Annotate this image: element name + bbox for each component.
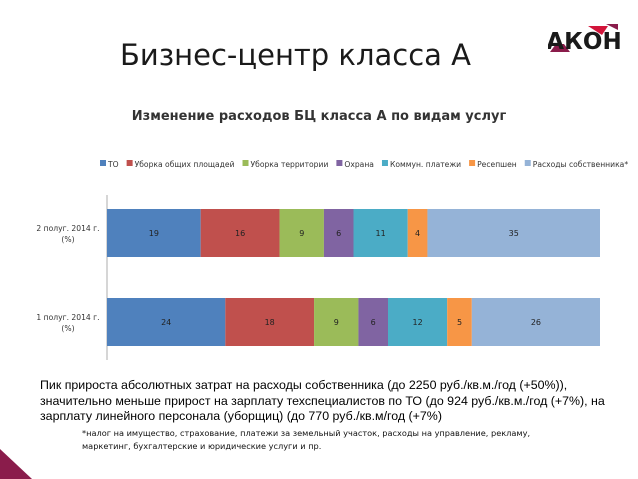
legend-swatch-0	[100, 160, 106, 166]
legend-swatch-5	[469, 160, 476, 166]
data-label-1-3: 6	[371, 318, 376, 327]
data-label-0-0: 19	[149, 229, 159, 238]
data-label-1-4: 12	[412, 318, 422, 327]
legend-label-1: Уборка общих площадей	[135, 160, 235, 169]
data-label-0-6: 35	[509, 229, 519, 238]
legend-swatch-3	[336, 160, 343, 166]
chart-title: Изменение расходов БЦ класса А по видам …	[131, 109, 507, 124]
bar-segment-1-6	[471, 298, 600, 346]
legend-label-2: Уборка территории	[251, 160, 329, 169]
bar-segment-0-0	[107, 209, 201, 257]
bar-segment-0-5	[407, 209, 428, 257]
bar-segment-0-6	[427, 209, 600, 257]
legend-label-6: Расходы собственника*	[533, 160, 629, 169]
bar-segment-1-5	[447, 298, 472, 346]
bar-segment-1-1	[225, 298, 315, 346]
data-label-0-4: 11	[376, 229, 386, 238]
legend-label-4: Коммун. платежи	[390, 160, 461, 169]
bar-segment-1-4	[388, 298, 448, 346]
footnote: *налог на имущество, страхование, платеж…	[82, 428, 531, 451]
summary-text: Пик прироста абсолютных затрат на расход…	[40, 378, 605, 424]
stacked-bar-chart: ТО Уборка общих площадей Уборка территории…	[36, 160, 629, 360]
bar-segment-0-1	[200, 209, 280, 257]
legend-swatch-1	[126, 160, 133, 166]
data-label-1-2: 9	[334, 318, 339, 327]
category-label-0: 2 полуг. 2014 г. (%)	[36, 224, 99, 244]
legend-swatch-2	[242, 160, 249, 166]
legend-swatch-6	[524, 160, 531, 166]
akon-logo: АКОН	[548, 24, 620, 54]
data-label-0-5: 4	[415, 229, 420, 238]
data-label-0-2: 9	[299, 229, 304, 238]
bar-segment-1-3	[358, 298, 389, 346]
data-label-1-6: 26	[531, 318, 541, 327]
bar-segment-0-2	[279, 209, 324, 257]
logo-text: АКОН	[548, 29, 620, 54]
category-label-1: 1 полуг. 2014 г. (%)	[36, 313, 99, 333]
slide-title: Бизнес-центр класса А	[120, 38, 471, 72]
data-label-1-0: 24	[161, 318, 171, 327]
data-label-1-5: 5	[457, 318, 462, 327]
bar-segment-0-3	[323, 209, 354, 257]
legend-label-0: ТО	[107, 160, 119, 169]
legend-label-5: Ресепшен	[477, 160, 517, 169]
bar-segment-1-0	[107, 298, 226, 346]
corner-decoration	[0, 449, 32, 479]
data-label-0-1: 16	[235, 229, 245, 238]
bar-segment-1-2	[314, 298, 359, 346]
legend-swatch-4	[381, 160, 388, 166]
data-label-1-1: 18	[265, 318, 275, 327]
legend-label-3: Охрана	[344, 160, 374, 169]
bar-segment-0-4	[353, 209, 408, 257]
data-label-0-3: 6	[336, 229, 341, 238]
